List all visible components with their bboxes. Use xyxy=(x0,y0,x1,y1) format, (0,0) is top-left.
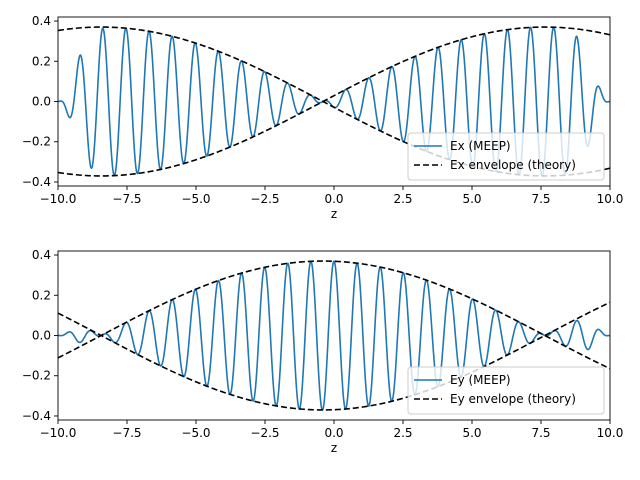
series-line-envelope-lower xyxy=(58,26,610,177)
x-tick-label: −10.0 xyxy=(40,192,77,206)
y-tick-label: −0.2 xyxy=(22,135,51,149)
x-tick-label: 7.5 xyxy=(531,426,550,440)
y-tick-label: 0.0 xyxy=(32,95,51,109)
legend-box xyxy=(407,132,605,181)
x-tick-label: 0.0 xyxy=(324,426,343,440)
y-tick-label: 0.0 xyxy=(32,329,51,343)
legend-label: Ey (MEEP) xyxy=(450,373,511,387)
x-tick-label: 2.5 xyxy=(393,426,412,440)
panel-1: −10.0 −7.5 −5.0 −2.5 0.0 2.5 5.0 7.5 10.0 −0.4 −0.… xyxy=(22,14,624,221)
legend: Ex (MEEP) Ex envelope (theory) xyxy=(407,132,605,181)
x-tick-label: −7.5 xyxy=(112,192,141,206)
x-tick-label: −5.0 xyxy=(181,426,210,440)
x-tick-label: 7.5 xyxy=(531,192,550,206)
x-tick-label: −2.5 xyxy=(250,426,279,440)
legend: Ey (MEEP) Ey envelope (theory) xyxy=(407,366,605,415)
legend-label: Ex envelope (theory) xyxy=(450,158,576,172)
y-tick-label: −0.2 xyxy=(22,369,51,383)
x-tick-label: −2.5 xyxy=(250,192,279,206)
y-tick-label: 0.4 xyxy=(32,248,51,262)
y-tick-label: −0.4 xyxy=(22,409,51,423)
y-tick-label: 0.4 xyxy=(32,14,51,28)
x-tick-label: 10.0 xyxy=(597,192,624,206)
y-tick-label: 0.2 xyxy=(32,54,51,68)
series-line-envelope-upper xyxy=(58,260,610,370)
x-axis-label: z xyxy=(331,441,337,455)
plot-area xyxy=(58,260,610,411)
y-tick-label: −0.4 xyxy=(22,175,51,189)
legend-label: Ex (MEEP) xyxy=(450,139,511,153)
legend-box xyxy=(407,366,605,415)
y-tick-label: 0.2 xyxy=(32,288,51,302)
x-tick-label: 5.0 xyxy=(462,426,481,440)
legend-label: Ey envelope (theory) xyxy=(450,392,576,406)
x-tick-label: −5.0 xyxy=(181,192,210,206)
x-tick-label: 0.0 xyxy=(324,192,343,206)
x-tick-label: 5.0 xyxy=(462,192,481,206)
x-axis-label: z xyxy=(331,207,337,221)
x-tick-label: −10.0 xyxy=(40,426,77,440)
x-tick-label: −7.5 xyxy=(112,426,141,440)
series-line-envelope-lower xyxy=(58,301,610,411)
panel-2: −10.0 −7.5 −5.0 −2.5 0.0 2.5 5.0 7.5 10.0 −0.4 −0.… xyxy=(22,248,624,455)
x-tick-label: 10.0 xyxy=(597,426,624,440)
x-tick-label: 2.5 xyxy=(393,192,412,206)
